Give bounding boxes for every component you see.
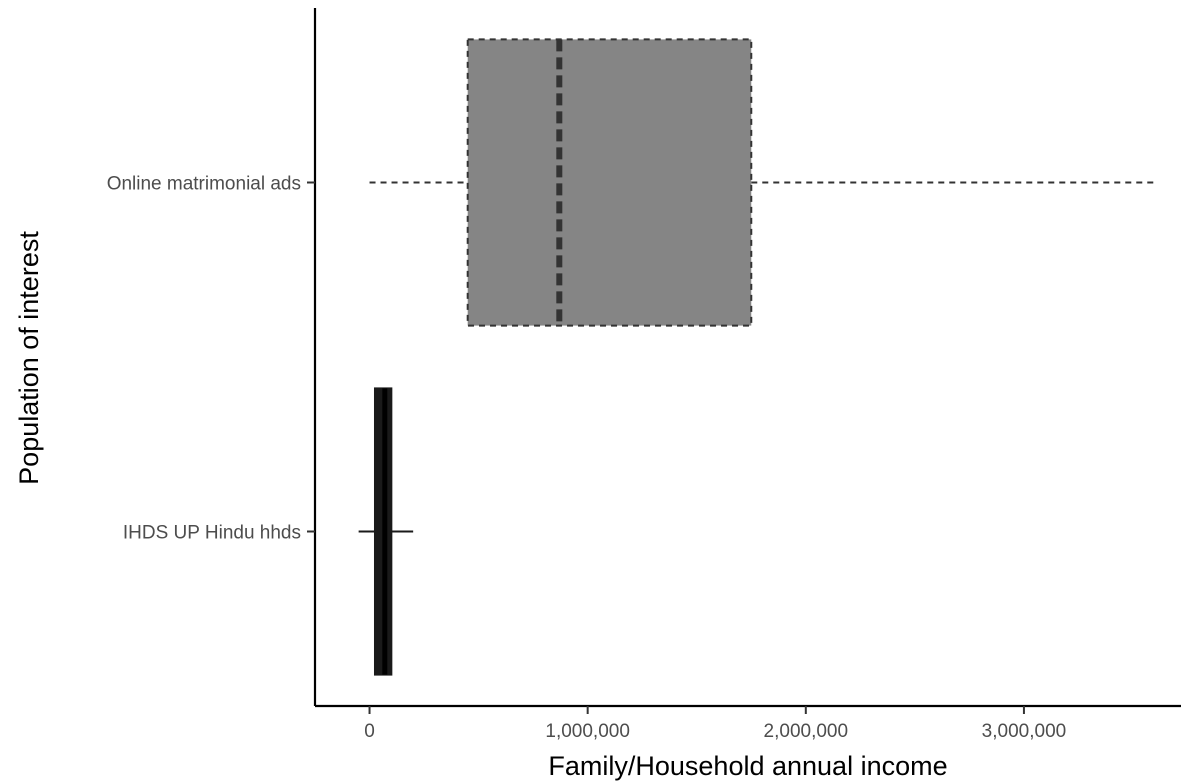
box-online-matrimonial-ads	[369, 38, 1155, 327]
y-tick-label: Online matrimonial ads	[107, 174, 301, 195]
y-axis-title: Population of interest	[14, 231, 44, 485]
x-tick-label: 0	[364, 721, 375, 742]
plot-area	[358, 38, 1155, 676]
x-tick-label: 2,000,000	[764, 721, 849, 742]
x-tick-label: 3,000,000	[982, 721, 1067, 742]
box-ihds-up-hindu-hhds	[358, 387, 414, 676]
x-axis-title: Family/Household annual income	[548, 751, 947, 781]
y-tick-label: IHDS UP Hindu hhds	[123, 523, 301, 544]
x-tick-label: 1,000,000	[545, 721, 630, 742]
axes: 0 1,000,000 2,000,000 3,000,000 Online matri…	[107, 174, 1067, 743]
box-iqr	[466, 38, 753, 327]
